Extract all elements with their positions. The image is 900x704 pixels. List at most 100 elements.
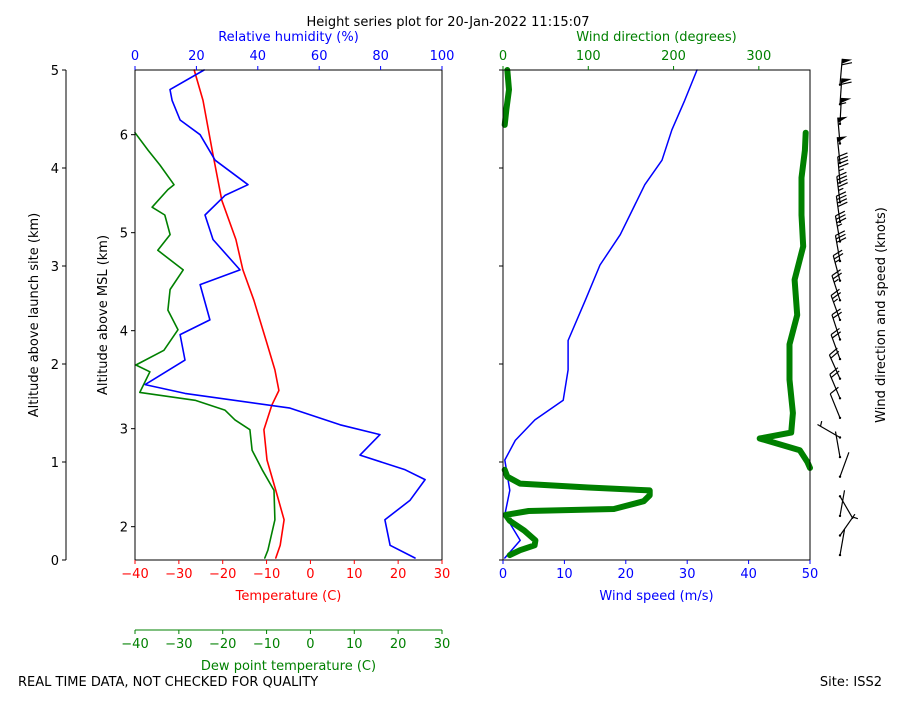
barb-staff [837, 156, 841, 183]
x-tick-label: 30 [434, 567, 451, 582]
y-tick-label: 2 [51, 358, 59, 373]
barb-staff [817, 423, 841, 439]
barb-flag [841, 97, 852, 103]
x-tick-label: 0 [499, 49, 507, 64]
barb-staff [828, 354, 841, 379]
barb-base [838, 142, 842, 145]
barb-base [838, 553, 842, 557]
barb-half-feather [838, 187, 844, 191]
wind-barb [830, 327, 842, 361]
barb-staff [829, 374, 841, 399]
x-tick-label: 100 [430, 49, 455, 64]
barb-half-feather [819, 421, 823, 427]
barb-feather [841, 62, 853, 66]
site-label: Site: ISS2 [820, 675, 882, 690]
barb-base [838, 455, 842, 459]
footer-note: REAL TIME DATA, NOT CHECKED FOR QUALITY [18, 675, 318, 690]
barb-feather [835, 233, 846, 240]
barb-feather [837, 201, 848, 208]
barb-staff [836, 137, 841, 164]
x-tick-label: −40 [121, 637, 148, 652]
barb-staff [835, 196, 841, 222]
x-tick-label: −20 [209, 567, 236, 582]
barb-half-feather [838, 168, 845, 172]
barb-staff [831, 314, 841, 340]
barb-feather [830, 370, 840, 379]
barb-base [838, 338, 842, 341]
profile-line [501, 67, 813, 559]
wind-barb [838, 490, 846, 518]
plot-frame [502, 69, 811, 561]
barb-base [838, 397, 842, 400]
barb-feather [836, 191, 847, 197]
barb-staff [832, 255, 841, 281]
x-tick-label: 300 [746, 49, 771, 64]
barb-feather [831, 331, 842, 339]
barb-feather [832, 249, 843, 257]
barb-staff [834, 215, 841, 242]
wind-barb [835, 191, 848, 224]
barb-feather [829, 386, 839, 395]
barb-base [838, 495, 842, 498]
wind-barb [837, 116, 848, 145]
axis-label: Dew point temperature (C) [201, 659, 376, 674]
barb-base [838, 240, 842, 243]
barb-feather [836, 194, 847, 201]
barb-feather [835, 230, 846, 237]
y-tick-label: 4 [120, 325, 128, 340]
x-tick-label: 10 [346, 567, 363, 582]
barb-flag [837, 116, 848, 123]
barb-half-feather [840, 102, 847, 105]
barb-flag [841, 58, 853, 64]
wind-barb [838, 452, 850, 478]
x-tick-label: 0 [499, 567, 507, 582]
barb-base [838, 299, 842, 302]
y-tick-label: 1 [51, 456, 59, 471]
axis-label: Wind speed (m/s) [599, 589, 713, 604]
axis-label: Altitude above MSL (km) [96, 235, 111, 395]
wind-barb [828, 347, 842, 380]
axis-label: Wind direction and speed (knots) [874, 207, 889, 423]
x-tick-label: 20 [390, 567, 407, 582]
wind-barb [831, 308, 842, 341]
barb-feather [836, 237, 847, 243]
barb-staff [831, 275, 841, 301]
barb-feather [841, 81, 852, 85]
x-tick-label: −10 [253, 637, 280, 652]
barb-staff [830, 334, 841, 360]
wind-barb [838, 97, 852, 126]
barb-base [838, 161, 842, 165]
wind-barb [838, 495, 854, 520]
barb-feather [832, 272, 842, 280]
axis-label: Altitude above launch site (km) [27, 213, 42, 417]
barb-staff [829, 393, 841, 419]
barb-base [838, 259, 842, 263]
wind-barb [838, 529, 846, 557]
x-tick-label: 30 [434, 637, 451, 652]
x-tick-label: 200 [661, 49, 686, 64]
barb-base [838, 475, 842, 478]
barb-feather [837, 175, 848, 181]
barb-feather [830, 288, 840, 296]
x-tick-label: −20 [209, 637, 236, 652]
x-tick-label: −10 [253, 567, 280, 582]
y-tick-label: 5 [51, 64, 59, 79]
x-tick-label: 0 [306, 637, 314, 652]
x-tick-label: 0 [306, 567, 314, 582]
x-tick-label: −30 [165, 567, 192, 582]
y-tick-label: 0 [51, 554, 59, 569]
x-tick-label: 10 [346, 637, 363, 652]
barb-feather [835, 210, 846, 217]
barb-half-feather [834, 259, 840, 263]
wind-barb [834, 230, 847, 263]
profile-line [193, 69, 285, 559]
barb-staff [830, 295, 841, 321]
profile-line [504, 69, 698, 559]
axis-label: Relative humidity (%) [218, 30, 359, 45]
wind-barb [831, 269, 842, 302]
barb-feather [831, 292, 842, 300]
y-tick-label: 3 [120, 423, 128, 438]
barb-staff [834, 235, 841, 262]
y-tick-label: 4 [51, 162, 59, 177]
y-tick-label: 5 [120, 227, 128, 242]
